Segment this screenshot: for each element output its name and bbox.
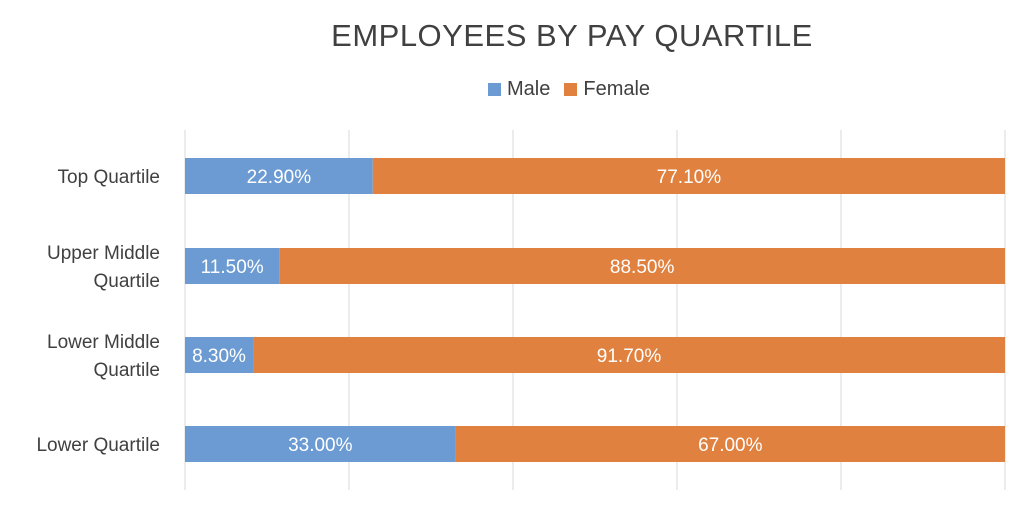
bar-female [253, 337, 1005, 373]
legend-label-male: Male [507, 78, 551, 100]
data-label-male: 33.00% [288, 435, 353, 456]
category-label: Upper Middle [47, 243, 160, 264]
data-label-female: 77.10% [657, 167, 722, 188]
data-label-female: 88.50% [610, 257, 675, 278]
legend-item-female: Female [564, 78, 650, 101]
legend-swatch-male [488, 83, 501, 96]
category-label: Quartile [93, 360, 160, 381]
bar-male [185, 337, 254, 373]
data-label-male: 22.90% [247, 167, 312, 188]
legend: Male Female [488, 78, 664, 101]
bar-male [185, 426, 456, 462]
bar-female [279, 248, 1005, 284]
data-label-male: 8.30% [192, 346, 246, 367]
chart-title: EMPLOYEES BY PAY QUARTILE [331, 18, 813, 53]
legend-item-male: Male [488, 78, 550, 101]
category-label: Quartile [93, 271, 160, 292]
data-label-female: 67.00% [698, 435, 763, 456]
category-label: Top Quartile [58, 167, 160, 188]
bar-male [185, 248, 280, 284]
category-label: Lower Middle [47, 332, 160, 353]
legend-label-female: Female [583, 78, 651, 100]
category-label: Lower Quartile [36, 435, 160, 456]
legend-swatch-female [564, 83, 578, 96]
data-label-male: 11.50% [201, 257, 264, 278]
data-label-female: 91.70% [597, 346, 662, 367]
bar-male [185, 158, 373, 194]
bar-female [372, 158, 1005, 194]
bar-female [455, 426, 1006, 462]
